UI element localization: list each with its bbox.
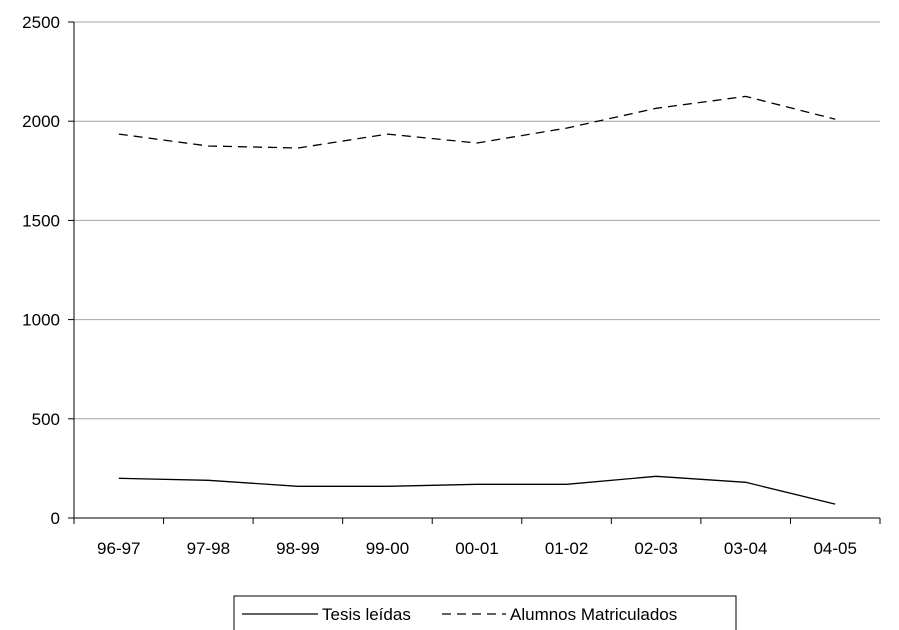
legend-label-tesis: Tesis leídas — [322, 605, 411, 624]
x-tick-label: 00-01 — [455, 539, 498, 558]
gridlines — [74, 21, 880, 420]
legend: Tesis leídas Alumnos Matriculados — [233, 595, 737, 630]
axes — [73, 22, 880, 519]
x-tick-label: 99-00 — [366, 539, 409, 558]
series — [118, 95, 836, 505]
x-tick-label: 98-99 — [276, 539, 319, 558]
x-tick-label: 03-04 — [724, 539, 767, 558]
x-tick-label: 01-02 — [545, 539, 588, 558]
y-tick-label: 0 — [51, 509, 60, 528]
x-tick-label: 02-03 — [634, 539, 677, 558]
x-tick-label: 04-05 — [813, 539, 856, 558]
series-line-tesis-leidas — [118, 475, 836, 505]
y-tick-label: 2000 — [22, 112, 60, 131]
legend-box — [233, 595, 737, 630]
y-ticks: 0 500 1000 1500 2000 2500 — [22, 13, 74, 528]
series-line-alumnos-matriculados — [118, 95, 836, 149]
x-tick-label: 96-97 — [97, 539, 140, 558]
y-tick-label: 500 — [32, 410, 60, 429]
x-tick-label: 97-98 — [187, 539, 230, 558]
legend-label-alumnos: Alumnos Matriculados — [510, 605, 677, 624]
x-ticks: 96-97 97-98 98-99 99-00 00-01 01-02 02-03 03-04… — [73, 518, 881, 558]
y-tick-label: 2500 — [22, 13, 60, 32]
y-tick-label: 1000 — [22, 311, 60, 330]
y-tick-label: 1500 — [22, 211, 60, 230]
